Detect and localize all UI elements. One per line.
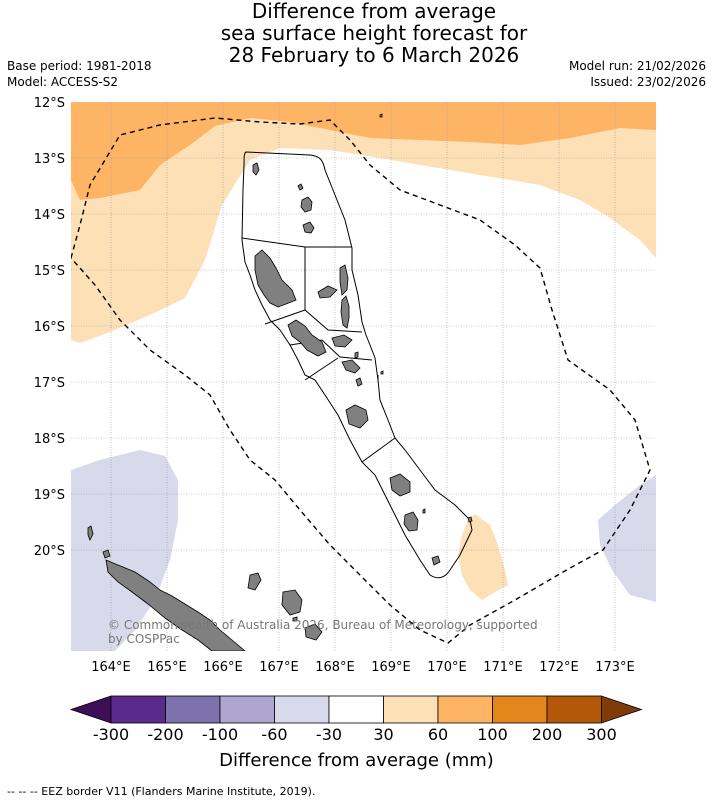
lon-label-172e: 172°E [539,660,579,675]
anomaly-30-60-southeast [458,514,508,600]
island-new-caledonia [105,559,246,651]
island-tongoa [355,377,363,387]
eez-footnote: -- -- -- EEZ border V11 (Flanders Marine… [7,785,316,798]
island-maewo [339,264,349,296]
island-lifou [281,589,303,616]
lat-label-13s: 13°S [34,152,65,167]
island-ouvea [247,572,262,591]
colorbar-extend-min [69,695,112,724]
island-small-2 [380,370,384,375]
lon-label-165e: 165°E [147,660,187,675]
island-small-1 [379,113,383,118]
island-epi [341,359,361,374]
lon-label-167e: 167°E [259,660,299,675]
title-line-1: Difference from average [251,0,497,23]
copyright-line-1: © Commonwealth of Australia 2026, Bureau… [108,618,538,632]
island-vanua-lava [300,196,313,213]
colorbar-segment [546,695,602,724]
colorbar-tick-label: 200 [532,725,563,744]
island-efate [345,404,369,429]
island-nc-small [102,549,111,559]
colorbar-extend-max [601,695,643,724]
lon-label-170e: 170°E [427,660,467,675]
island-futuna [467,516,473,523]
anomaly-neg30-neg60-east [598,475,656,602]
island-pentecost [340,295,350,329]
colorbar-tick-label: -60 [261,725,287,744]
island-ureparapara [297,183,304,191]
colorbar: -300 -200 -100 -60 -30 30 60 100 200 300 [69,695,643,744]
land-masses [87,113,473,651]
island-mare [304,623,323,641]
metadata-right: Model run: 21/02/2026 Issued: 23/02/2026 [569,58,706,90]
lon-label-168e: 168°E [315,660,355,675]
lat-label-16s: 16°S [34,320,65,335]
latitude-labels: 12°S 13°S 14°S 15°S 16°S 17°S 18°S 19°S … [34,96,65,559]
eez-border [71,117,651,644]
island-tanna [403,511,419,532]
lon-label-171e: 171°E [483,660,523,675]
lat-label-12s: 12°S [34,96,65,111]
map-title: Difference from average sea surface heig… [0,0,713,66]
lon-label-173e: 173°E [595,660,635,675]
island-torres [252,162,260,176]
lat-label-18s: 18°S [34,432,65,447]
longitude-labels: 164°E 165°E 166°E 167°E 168°E 169°E 170°… [91,660,635,675]
island-aneityum [431,555,441,566]
colorbar-segment [492,695,548,724]
model-run: Model run: 21/02/2026 [568,59,706,73]
island-espiritu-santo [254,249,297,308]
colorbar-segment [110,695,166,724]
colorbar-segment [219,695,275,724]
colorbar-tick-label: 100 [477,725,508,744]
copyright-line-2: by COSPPac [108,632,180,646]
colorbar-tick-label: -200 [147,725,183,744]
colorbar-segment [165,695,221,724]
island-ambrym [331,334,353,348]
island-erromango [389,473,411,497]
colorbar-tick-label: 300 [586,725,617,744]
island-paama [354,351,359,359]
anomaly-30-60-north [71,102,656,343]
colorbar-tick-label: -30 [316,725,342,744]
island-aniwa [422,508,426,514]
lon-label-166e: 166°E [203,660,243,675]
title-line-2: sea surface height forecast for [220,21,528,45]
lat-label-17s: 17°S [34,376,65,391]
lon-label-169e: 169°E [371,660,411,675]
graticule [71,102,656,651]
colorbar-title: Difference from average (mm) [219,750,494,771]
island-belep [87,525,94,541]
colorbar-segment [328,695,384,724]
colorbar-tick-label: -100 [202,725,238,744]
province-boundaries [241,151,473,579]
lon-label-164e: 164°E [91,660,131,675]
lat-label-19s: 19°S [34,488,65,503]
issued-date: Issued: 23/02/2026 [590,75,706,89]
map-area: © Commonwealth of Australia 2026, Bureau… [71,102,656,651]
colorbar-segment [383,695,439,724]
metadata-left: Base period: 1981-2018 Model: ACCESS-S2 [7,58,152,90]
island-malekula [287,319,327,357]
colorbar-tick-label: 30 [373,725,393,744]
lat-label-15s: 15°S [34,264,65,279]
island-gaua [302,221,315,234]
colorbar-tick-label: -300 [93,725,129,744]
base-period: Base period: 1981-2018 [7,59,152,73]
lat-label-14s: 14°S [34,208,65,223]
lat-label-20s: 20°S [34,544,65,559]
colorbar-segment [437,695,493,724]
island-ambae [317,285,338,299]
title-line-3: 28 February to 6 March 2026 [228,43,520,67]
anomaly-60-100-north [71,102,656,200]
colorbar-tick-label: 60 [428,725,448,744]
island-tiga [292,616,298,622]
model-name: Model: ACCESS-S2 [7,75,119,89]
colorbar-segment [274,695,330,724]
